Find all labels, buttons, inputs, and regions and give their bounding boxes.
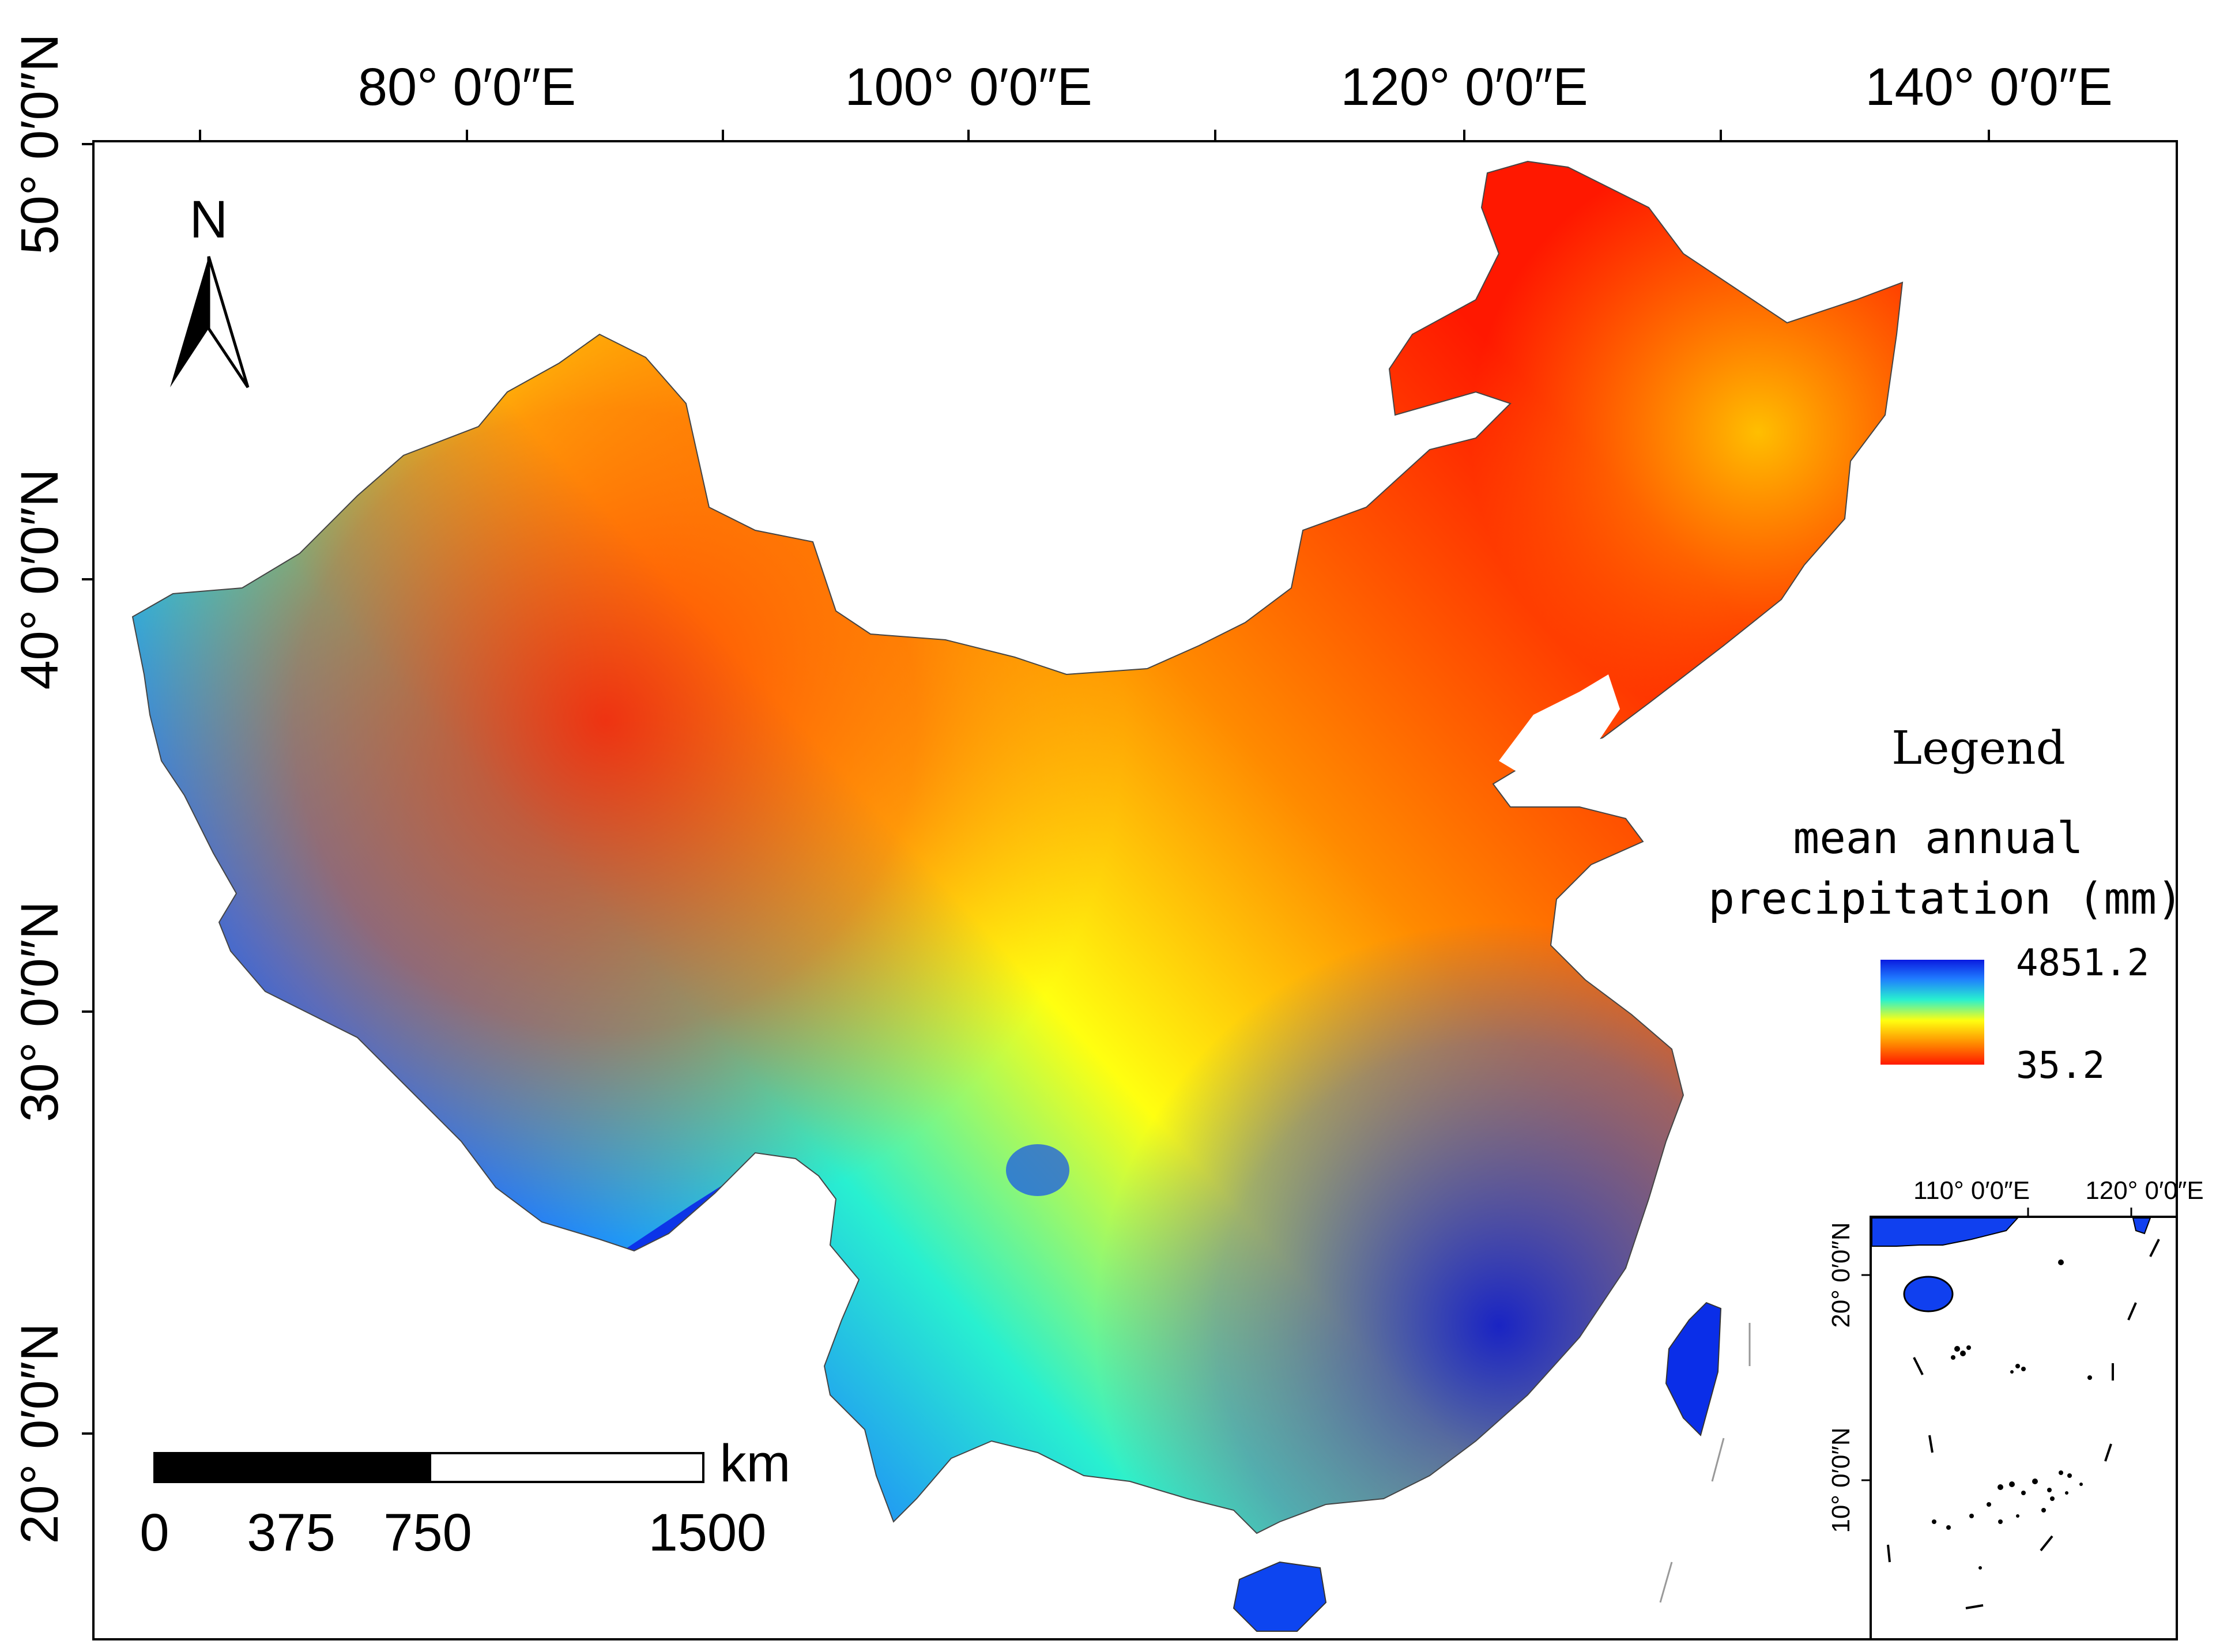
inset-map: 110° 0′0″E 120° 0′0″E 20° 0′0″N 10° 0′0″…: [1827, 1176, 2204, 1640]
scale-unit: km: [720, 1434, 791, 1493]
inset-lat-label-20: 20° 0′0″N: [1827, 1222, 1855, 1327]
taiwan-island: [1665, 1302, 1722, 1436]
north-arrow-right-half: [207, 256, 250, 389]
inset-lon-label-120: 120° 0′0″E: [2085, 1176, 2203, 1205]
legend-title: Legend: [1891, 721, 2066, 775]
lon-ticks: [199, 130, 1990, 141]
lat-label-20: 20° 0′0″N: [10, 1323, 69, 1544]
lon-label-100: 100° 0′0″E: [845, 58, 1092, 116]
south-sea-dashes: [1659, 1323, 1751, 1603]
north-arrow: N: [170, 190, 250, 389]
lon-label-80: 80° 0′0″E: [358, 58, 576, 116]
legend-min-value: 35.2: [2016, 1044, 2105, 1087]
map-frame: [92, 140, 2178, 1640]
scale-tick-1500: 1500: [649, 1503, 767, 1562]
inset-lon-label-110: 110° 0′0″E: [1913, 1176, 2030, 1205]
legend-color-ramp: [1880, 960, 1984, 1065]
legend-subtitle-line1: mean annual: [1793, 812, 2083, 863]
bohai-sea: [1499, 674, 1620, 778]
scale-bar-filled: [154, 1453, 430, 1482]
legend-max-value: 4851.2: [2016, 942, 2149, 985]
hainan-island: [1233, 1561, 1327, 1632]
lat-label-50: 50° 0′0″N: [10, 33, 69, 254]
lat-label-30: 30° 0′0″N: [10, 901, 69, 1122]
legend: Legend mean annual precipitation (mm) 48…: [1708, 721, 2183, 1087]
lon-labels: 80° 0′0″E 100° 0′0″E 120° 0′0″E 140° 0′0…: [358, 58, 2113, 116]
lon-label-140: 140° 0′0″E: [1865, 58, 2112, 116]
lon-label-120: 120° 0′0″E: [1340, 58, 1588, 116]
scale-tick-375: 375: [247, 1503, 336, 1562]
lat-labels: 50° 0′0″N 40° 0′0″N 30° 0′0″N 20° 0′0″N: [10, 33, 69, 1544]
lat-ticks: [82, 143, 93, 1435]
lat-label-40: 40° 0′0″N: [10, 469, 69, 689]
scale-tick-750: 750: [383, 1503, 472, 1562]
scale-bar: km 0 375 750 1500: [140, 1434, 790, 1562]
legend-subtitle-line2: precipitation (mm): [1708, 873, 2183, 924]
scale-bar-empty: [429, 1452, 704, 1483]
north-arrow-left-half: [170, 257, 209, 387]
inset-lat-label-10: 10° 0′0″N: [1827, 1427, 1855, 1533]
north-arrow-letter: N: [190, 190, 228, 249]
scale-tick-0: 0: [140, 1503, 169, 1562]
